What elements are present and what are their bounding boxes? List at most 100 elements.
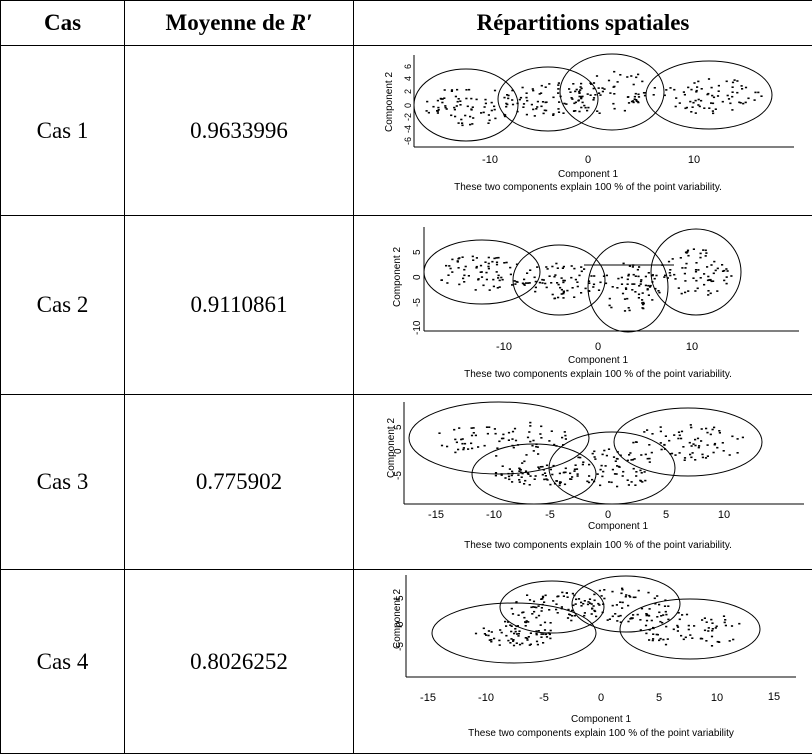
scatter-point	[544, 621, 546, 623]
scatter-point	[724, 621, 726, 623]
scatter-point	[580, 95, 582, 97]
scatter-point	[485, 271, 487, 273]
scatter-point	[760, 95, 762, 97]
scatter-point	[514, 427, 516, 429]
scatter-point	[484, 106, 486, 108]
scatter-point	[738, 622, 740, 624]
scatter-point	[491, 109, 493, 111]
scatter-point	[618, 615, 620, 617]
scatter-point	[517, 635, 519, 637]
scatter-point	[593, 283, 595, 285]
points-group	[426, 70, 763, 125]
scatter-point	[438, 109, 440, 111]
scatter-point	[627, 278, 629, 280]
scatter-point	[685, 262, 687, 264]
scatter-point	[631, 481, 633, 483]
scatter-point	[526, 620, 528, 622]
cluster-ellipse	[549, 432, 675, 504]
scatter-point	[548, 632, 550, 634]
scatter-point	[648, 444, 650, 446]
scatter-point	[561, 436, 563, 438]
scatter-point	[673, 628, 675, 630]
scatter-point	[546, 479, 548, 481]
scatter-point	[500, 276, 502, 278]
scatter-point	[543, 478, 545, 480]
scatter-point	[508, 478, 510, 480]
scatter-point	[560, 95, 562, 97]
scatter-point	[703, 283, 705, 285]
scatter-point	[692, 443, 694, 445]
scatter-point	[534, 606, 536, 608]
scatter-point	[485, 102, 487, 104]
scatter-point	[578, 110, 580, 112]
scatter-point	[620, 621, 622, 623]
scatter-point	[628, 307, 630, 309]
scatter-point	[568, 88, 570, 90]
scatter-point	[612, 604, 614, 606]
scatter-point	[546, 464, 548, 466]
scatter-point	[685, 251, 687, 253]
scatter-point	[603, 88, 605, 90]
scatter-point	[506, 94, 508, 96]
scatter-point	[637, 613, 639, 615]
scatter-point	[692, 106, 694, 108]
scatter-point	[687, 254, 689, 256]
scatter-point	[547, 268, 549, 270]
scatter-point	[517, 444, 519, 446]
scatter-point	[664, 448, 666, 450]
scatter-point	[689, 441, 691, 443]
scatter-point	[592, 286, 594, 288]
scatter-point	[516, 263, 518, 265]
scatter-point	[457, 257, 459, 259]
scatter-point	[488, 630, 490, 632]
scatter-point	[593, 97, 595, 99]
scatter-point	[534, 478, 536, 480]
scatter-point	[652, 639, 654, 641]
scatter-point	[573, 470, 575, 472]
scatter-point	[634, 458, 636, 460]
cas-label: Cas 2	[1, 216, 125, 395]
scatter-point	[622, 601, 624, 603]
scatter-point	[631, 283, 633, 285]
scatter-point	[576, 281, 578, 283]
x-axis-label: Component 1	[588, 521, 648, 532]
scatter-point	[536, 266, 538, 268]
scatter-point	[639, 469, 641, 471]
scatter-point	[541, 282, 543, 284]
scatter-point	[451, 89, 453, 91]
scatter-point	[473, 432, 475, 434]
scatter-point	[470, 97, 472, 99]
scatter-point	[489, 289, 491, 291]
scatter-point	[651, 274, 653, 276]
scatter-point	[731, 435, 733, 437]
scatter-point	[493, 285, 495, 287]
scatter-point	[707, 455, 709, 457]
scatter-point	[648, 639, 650, 641]
scatter-point	[445, 106, 447, 108]
scatter-point	[582, 101, 584, 103]
scatter-point	[523, 278, 525, 280]
scatter-point	[742, 436, 744, 438]
scatter-point	[493, 257, 495, 259]
scatter-point	[486, 426, 488, 428]
y-tick-label: 0	[395, 621, 406, 627]
y-tick-label: 5	[412, 249, 423, 255]
y-tick-label: 0	[412, 274, 423, 280]
scatter-point	[540, 437, 542, 439]
scatter-point	[502, 278, 504, 280]
scatter-point	[708, 78, 710, 80]
scatter-point	[599, 281, 601, 283]
scatter-point	[542, 633, 544, 635]
y-tick-label: -5	[412, 297, 423, 306]
scatter-point	[695, 270, 697, 272]
scatter-point	[540, 636, 542, 638]
scatter-point	[565, 103, 567, 105]
scatter-point	[612, 468, 614, 470]
x-tick-label: -10	[496, 341, 512, 353]
scatter-point	[488, 267, 490, 269]
scatter-point	[464, 442, 466, 444]
scatter-point	[609, 618, 611, 620]
scatter-point	[456, 88, 458, 90]
y-tick-label: -5	[395, 641, 406, 650]
scatter-point	[638, 266, 640, 268]
